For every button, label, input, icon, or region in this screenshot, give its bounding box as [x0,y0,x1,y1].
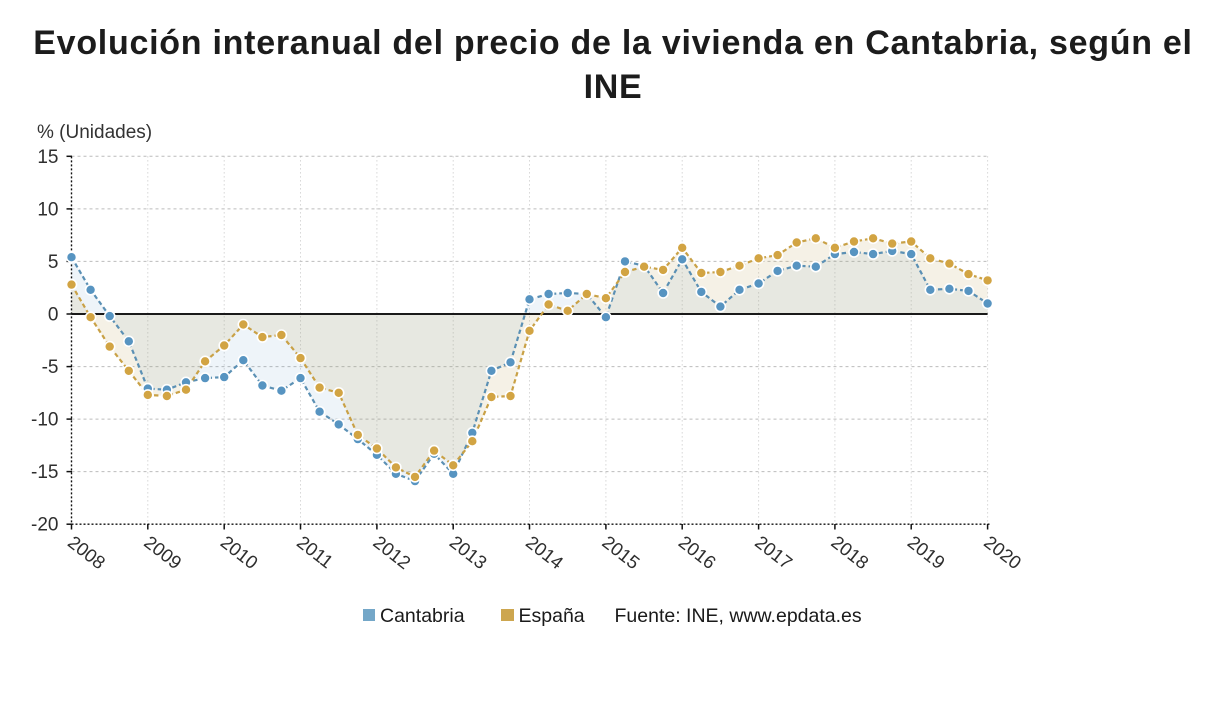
svg-text:-5: -5 [42,357,59,378]
svg-text:2011: 2011 [293,531,337,572]
svg-text:2015: 2015 [598,531,643,573]
svg-text:2020: 2020 [980,531,1025,573]
svg-text:-20: -20 [31,515,58,536]
svg-text:2012: 2012 [369,531,414,573]
svg-text:2013: 2013 [446,531,491,573]
svg-text:2017: 2017 [751,531,796,573]
svg-text:2008: 2008 [64,531,109,573]
svg-text:-15: -15 [31,462,58,483]
svg-text:2009: 2009 [140,531,185,573]
svg-text:2019: 2019 [904,531,949,573]
svg-text:-10: -10 [31,410,58,431]
svg-text:10: 10 [37,199,58,220]
svg-text:15: 15 [37,147,58,168]
svg-text:2018: 2018 [827,531,872,573]
svg-text:0: 0 [48,305,59,326]
svg-text:2010: 2010 [217,531,262,573]
svg-text:5: 5 [48,252,59,273]
svg-text:2014: 2014 [522,531,567,573]
svg-text:2016: 2016 [675,531,720,573]
